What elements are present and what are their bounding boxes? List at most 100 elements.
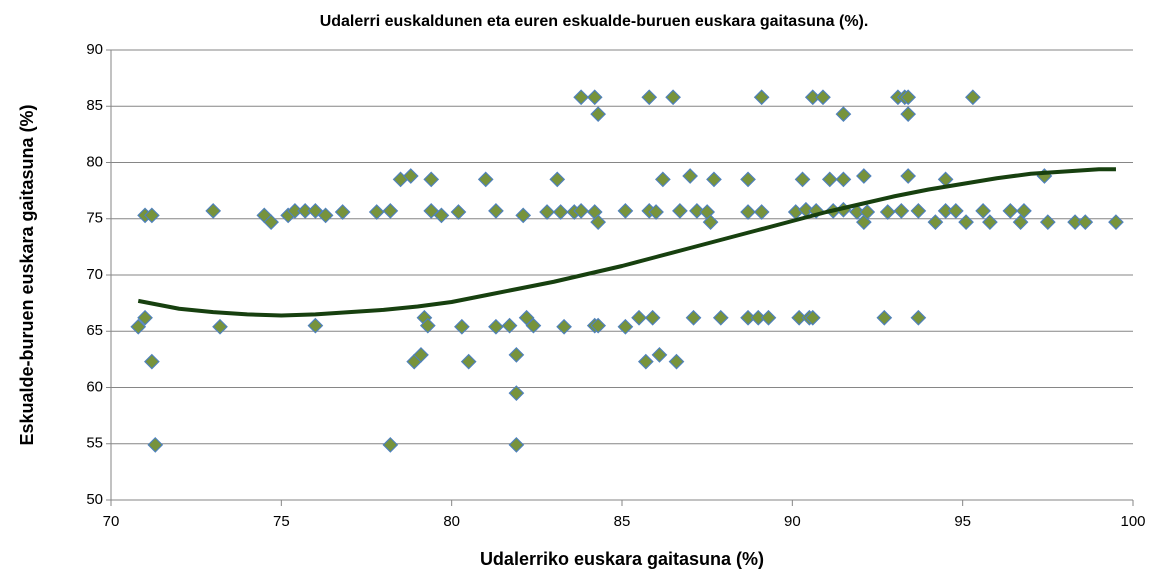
y-tick-label: 70 bbox=[86, 266, 103, 283]
point bbox=[648, 204, 664, 220]
point bbox=[508, 347, 525, 363]
point bbox=[702, 214, 719, 230]
point bbox=[668, 353, 685, 370]
point bbox=[740, 204, 756, 220]
point bbox=[1067, 214, 1083, 230]
point bbox=[665, 89, 681, 106]
y-tick-label: 50 bbox=[86, 491, 103, 508]
point bbox=[1077, 214, 1094, 230]
point bbox=[937, 203, 954, 219]
point bbox=[488, 318, 504, 335]
point bbox=[927, 214, 944, 230]
point bbox=[856, 168, 872, 184]
x-tick-label: 75 bbox=[273, 513, 290, 530]
x-tick-label: 90 bbox=[784, 513, 801, 530]
point bbox=[586, 89, 603, 106]
point bbox=[317, 207, 334, 224]
y-tick-label: 90 bbox=[86, 41, 103, 58]
point bbox=[590, 214, 607, 230]
point bbox=[130, 318, 147, 335]
point bbox=[205, 203, 222, 219]
point bbox=[368, 204, 385, 220]
point bbox=[740, 171, 756, 188]
point bbox=[515, 207, 532, 224]
point bbox=[382, 203, 399, 219]
point bbox=[573, 89, 589, 106]
x-tick-label: 100 bbox=[1120, 513, 1145, 530]
point bbox=[334, 204, 351, 220]
y-tick-label: 55 bbox=[86, 435, 103, 452]
point bbox=[525, 317, 542, 334]
point bbox=[413, 347, 429, 363]
point bbox=[958, 214, 974, 230]
point bbox=[508, 385, 525, 401]
y-axis-label: Eskualde-buruen euskara gaitasuna (%) bbox=[17, 104, 37, 445]
x-axis-label: Udalerriko euskara gaitasuna (%) bbox=[480, 549, 764, 569]
point bbox=[794, 171, 811, 188]
point bbox=[549, 171, 566, 188]
point bbox=[760, 309, 777, 326]
point bbox=[477, 171, 494, 188]
point bbox=[488, 203, 504, 219]
point bbox=[849, 204, 865, 220]
point bbox=[137, 309, 153, 326]
point bbox=[740, 309, 756, 326]
point bbox=[982, 214, 998, 230]
point bbox=[539, 204, 555, 220]
point bbox=[750, 309, 767, 326]
point bbox=[460, 353, 477, 370]
point bbox=[508, 437, 525, 453]
point bbox=[1039, 214, 1056, 230]
point bbox=[1108, 214, 1124, 230]
point bbox=[821, 171, 838, 188]
point bbox=[423, 203, 440, 219]
point bbox=[590, 106, 607, 122]
point bbox=[297, 203, 314, 219]
point bbox=[965, 89, 981, 106]
x-tick-label: 80 bbox=[443, 513, 460, 530]
point bbox=[590, 317, 607, 334]
point bbox=[876, 309, 893, 326]
point bbox=[631, 309, 647, 326]
point bbox=[637, 353, 654, 370]
point bbox=[501, 317, 518, 334]
point bbox=[144, 207, 160, 224]
point bbox=[1016, 203, 1032, 219]
point bbox=[263, 214, 279, 230]
point bbox=[144, 353, 160, 370]
point bbox=[682, 168, 698, 184]
point bbox=[753, 89, 770, 106]
x-tick-label: 70 bbox=[103, 513, 120, 530]
point bbox=[651, 347, 668, 363]
point bbox=[689, 203, 705, 219]
point bbox=[1002, 203, 1019, 219]
point bbox=[617, 318, 634, 335]
y-tick-label: 75 bbox=[86, 210, 103, 227]
point bbox=[910, 309, 927, 326]
trend-line bbox=[137, 167, 1116, 318]
point bbox=[712, 309, 729, 326]
chart-title: Udalerri euskaldunen eta euren eskualde-… bbox=[320, 13, 869, 30]
point bbox=[791, 309, 807, 326]
point bbox=[835, 171, 852, 188]
y-tick-label: 80 bbox=[86, 153, 103, 170]
point bbox=[685, 309, 702, 326]
point bbox=[402, 168, 419, 184]
point bbox=[212, 318, 228, 335]
point bbox=[804, 89, 821, 106]
point bbox=[672, 203, 688, 219]
point bbox=[556, 318, 572, 335]
point bbox=[900, 89, 917, 106]
point bbox=[423, 171, 440, 188]
point bbox=[433, 207, 450, 224]
point bbox=[419, 317, 436, 334]
x-tick-label: 95 bbox=[954, 513, 971, 530]
point bbox=[835, 106, 852, 122]
point bbox=[287, 203, 303, 219]
point bbox=[450, 204, 467, 220]
point bbox=[753, 204, 770, 220]
point bbox=[644, 309, 661, 326]
point bbox=[454, 318, 470, 335]
y-tick-label: 85 bbox=[86, 97, 103, 114]
